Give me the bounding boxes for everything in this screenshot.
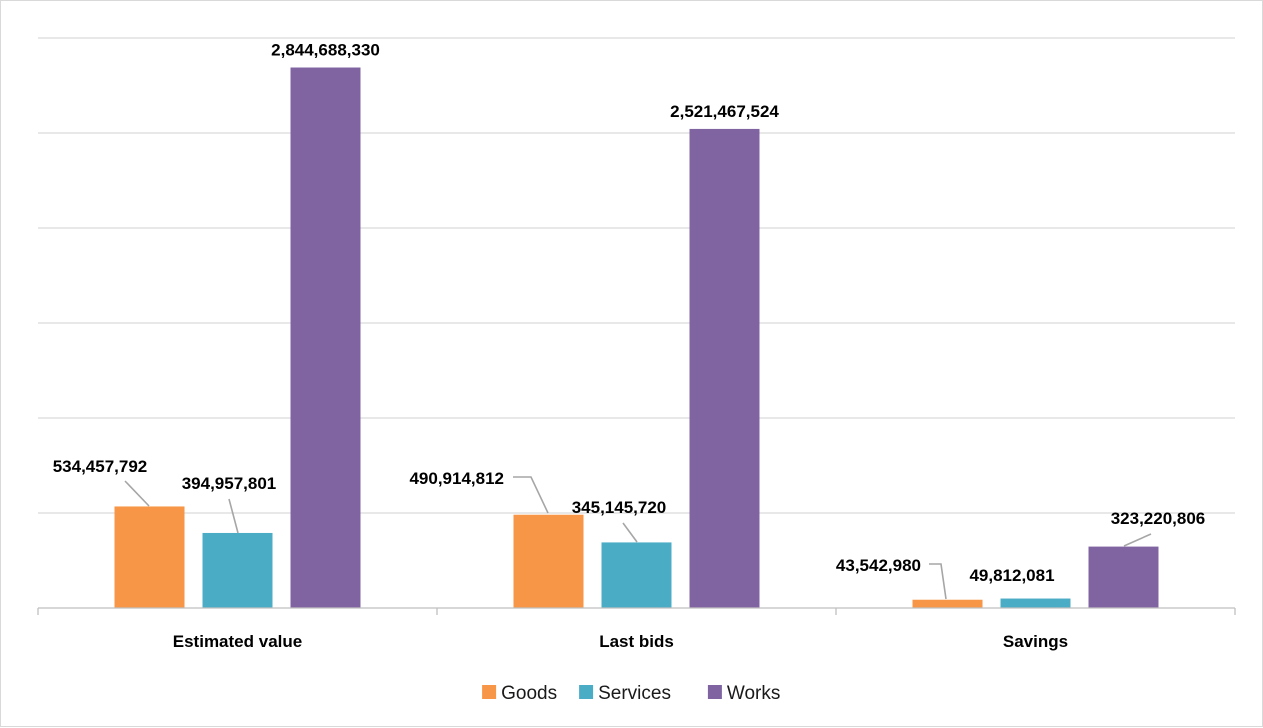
bar-services-estimated-value bbox=[202, 532, 273, 608]
data-label-goods-savings: 43,542,980 bbox=[836, 556, 921, 575]
category-label-last-bids: Last bids bbox=[599, 632, 674, 651]
leader-line bbox=[929, 563, 947, 600]
data-label-works-last-bids: 2,521,467,524 bbox=[670, 102, 779, 121]
bar-services-savings bbox=[1000, 598, 1071, 608]
data-label-services-savings: 49,812,081 bbox=[969, 566, 1054, 585]
leader-line bbox=[513, 476, 549, 514]
category-label-savings: Savings bbox=[1003, 632, 1068, 651]
leader-line bbox=[622, 522, 638, 543]
legend-label-works: Works bbox=[727, 683, 780, 704]
legend-item-goods: Goods bbox=[482, 683, 557, 704]
data-label-works-savings: 323,220,806 bbox=[1111, 509, 1206, 528]
data-label-services-estimated-value: 394,957,801 bbox=[182, 474, 277, 493]
data-label-services-last-bids: 345,145,720 bbox=[572, 498, 667, 517]
bars bbox=[114, 67, 1159, 608]
bar-goods-estimated-value bbox=[114, 506, 185, 608]
data-label-goods-estimated-value: 534,457,792 bbox=[53, 457, 148, 476]
data-label-works-estimated-value: 2,844,688,330 bbox=[271, 41, 380, 60]
bar-services-last-bids bbox=[601, 542, 672, 608]
bar-works-last-bids bbox=[689, 128, 760, 608]
x-axis: Estimated value Last bids Savings bbox=[37, 607, 1236, 651]
leader-line bbox=[124, 480, 150, 507]
leader-line bbox=[1123, 533, 1152, 547]
legend-item-services: Services bbox=[579, 683, 671, 704]
bar-works-estimated-value bbox=[290, 67, 361, 608]
legend-label-services: Services bbox=[598, 683, 671, 704]
gridlines bbox=[38, 37, 1235, 514]
leader-line bbox=[228, 498, 239, 534]
legend-swatch-works bbox=[707, 685, 722, 699]
legend: Goods Services Works bbox=[482, 683, 780, 704]
bar-goods-savings bbox=[912, 599, 983, 608]
category-label-estimated-value: Estimated value bbox=[173, 632, 302, 651]
bar-works-savings bbox=[1088, 546, 1159, 608]
legend-swatch-goods bbox=[482, 685, 497, 699]
legend-label-goods: Goods bbox=[501, 683, 557, 704]
legend-swatch-services bbox=[579, 685, 594, 699]
bar-goods-last-bids bbox=[513, 514, 584, 608]
data-labels: 534,457,792 490,914,812 43,542,980 394,957,… bbox=[53, 41, 1206, 600]
legend-item-works: Works bbox=[707, 683, 780, 704]
data-label-goods-last-bids: 490,914,812 bbox=[409, 469, 504, 488]
